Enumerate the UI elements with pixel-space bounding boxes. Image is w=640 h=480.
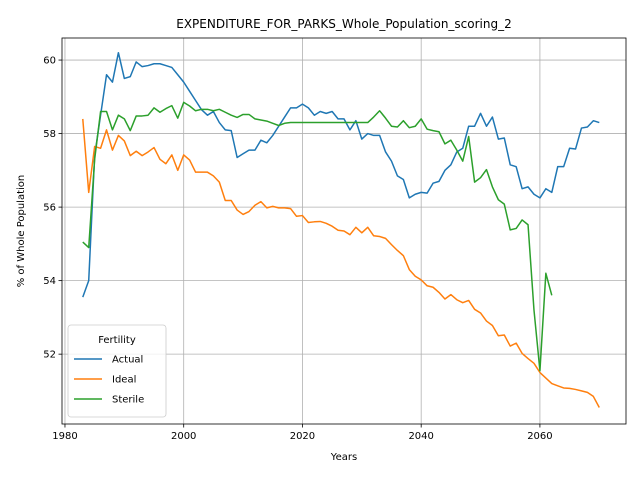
series-lines xyxy=(82,51,600,408)
x-tick-label: 2000 xyxy=(171,431,196,442)
x-tick-label: 2060 xyxy=(527,431,552,442)
legend-box xyxy=(67,324,167,418)
y-tick-label: 56 xyxy=(43,203,56,214)
axis-ticks: 1980 2000 2020 2040 2060 52 54 56 58 60 xyxy=(43,56,552,442)
legend-label-actual: Actual xyxy=(112,355,143,366)
plot-frame xyxy=(61,37,627,425)
legend: Fertility Actual Ideal Sterile xyxy=(67,324,167,418)
x-axis-label: Years xyxy=(330,452,357,463)
x-tick-label: 2040 xyxy=(408,431,433,442)
legend-label-ideal: Ideal xyxy=(112,375,136,386)
y-tick-label: 58 xyxy=(43,129,56,140)
y-tick-label: 54 xyxy=(43,276,56,287)
x-tick-label: 1980 xyxy=(52,431,77,442)
series-line-actual xyxy=(82,51,600,298)
series-line-ideal xyxy=(82,118,600,408)
chart-title: EXPENDITURE_FOR_PARKS_Whole_Population_s… xyxy=(176,17,512,31)
legend-title: Fertility xyxy=(98,335,136,346)
series-line-sterile xyxy=(82,101,553,372)
y-tick-label: 52 xyxy=(43,350,56,361)
legend-label-sterile: Sterile xyxy=(112,395,144,406)
y-axis-label: % of Whole Population xyxy=(16,175,27,288)
y-tick-label: 60 xyxy=(43,56,56,67)
x-tick-label: 2020 xyxy=(290,431,315,442)
legend-items: Actual Ideal Sterile xyxy=(74,355,144,406)
